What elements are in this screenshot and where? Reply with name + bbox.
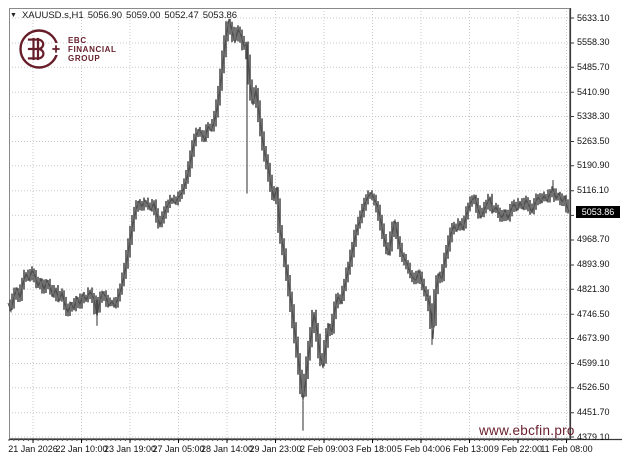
logo-line-1: EBC	[68, 35, 87, 45]
high-value: 5059.00	[126, 10, 161, 21]
chart-title-bar: ▼ XAUUSD.s,H1 5056.90 5059.00 5052.47 5053.86	[10, 10, 241, 21]
price-axis-label: 5190.90	[577, 160, 610, 171]
close-value: 5053.86	[202, 10, 238, 21]
low-value: 5052.47	[164, 10, 199, 21]
price-axis-label: 4821.30	[577, 283, 610, 294]
symbol-period-label: XAUUSD.s,H1	[21, 10, 84, 21]
price-axis-label: 5558.30	[577, 37, 610, 48]
price-axis-label: 4379.10	[577, 431, 610, 442]
time-axis-label: 21 Jan 2026	[8, 444, 58, 454]
time-axis-label: 11 Feb 08:00	[540, 444, 593, 454]
price-axis-label: 4599.10	[577, 357, 610, 368]
time-axis-label: 2 Feb 09:00	[299, 444, 349, 454]
price-axis-label: 5263.50	[577, 135, 610, 146]
logo-line-2: FINANCIAL	[68, 44, 117, 54]
price-axis-label: 5116.10	[577, 185, 609, 196]
price-axis-label: 4893.90	[577, 259, 610, 270]
price-axis-label: 4526.50	[577, 382, 610, 393]
ebc-logo: EBC FINANCIAL GROUP	[17, 27, 117, 71]
current-price-badge: 5053.86	[576, 205, 620, 218]
price-axis-label: 5485.70	[577, 61, 610, 72]
price-axis-label: 4673.90	[577, 332, 610, 343]
price-axis-label: 4451.70	[577, 407, 610, 418]
time-axis-label: 6 Feb 13:00	[445, 444, 494, 454]
time-axis-label: 22 Jan 10:00	[55, 444, 108, 454]
time-axis-label: 28 Jan 14:00	[200, 444, 254, 454]
time-axis-label: 9 Feb 22:00	[493, 444, 543, 454]
price-axis-label: 4746.50	[577, 308, 610, 319]
price-axis-label: 5410.90	[577, 86, 610, 97]
time-axis-label: 5 Feb 04:00	[396, 444, 446, 454]
logo-line-3: GROUP	[68, 53, 101, 63]
watermark-url: www.ebcfin.pro	[479, 423, 575, 438]
time-axis-label: 23 Jan 19:00	[103, 444, 157, 454]
time-axis-label: 27 Jan 05:00	[152, 444, 205, 454]
price-axis-label: 5633.10	[577, 12, 610, 23]
price-axis-label: 5338.30	[577, 111, 610, 121]
price-axis-label: 4968.70	[577, 234, 610, 245]
symbol-dropdown-arrow-icon[interactable]: ▼	[10, 12, 17, 19]
open-value: 5056.90	[87, 10, 123, 21]
time-axis-label: 29 Jan 23:00	[249, 444, 302, 454]
ebc-logo-text: EBC FINANCIAL GROUP	[68, 36, 117, 63]
ebc-logo-emblem-icon	[19, 29, 61, 69]
time-axis-label: 3 Feb 18:00	[348, 444, 397, 454]
